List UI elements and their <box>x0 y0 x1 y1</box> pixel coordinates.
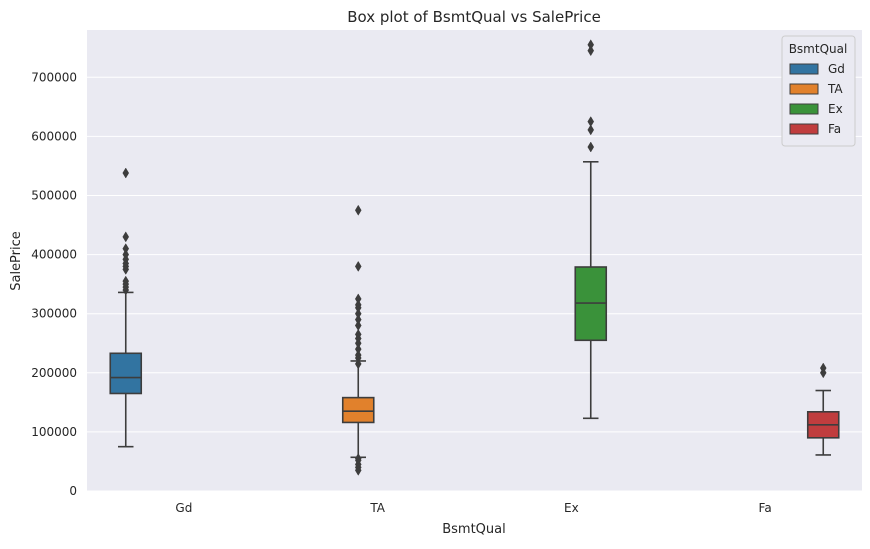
legend: BsmtQual Gd TA Ex Fa <box>781 35 856 147</box>
legend-swatch-fa <box>789 123 819 135</box>
outlier-point <box>819 362 827 374</box>
y-tick-label: 400000 <box>31 248 77 262</box>
legend-swatch-gd <box>789 63 819 75</box>
legend-label-ta: TA <box>827 82 843 96</box>
box-iqr <box>109 352 143 395</box>
outlier-point <box>587 45 595 57</box>
outlier-point <box>122 249 130 261</box>
legend-swatch-ex <box>789 103 819 115</box>
y-axis-ticks: 0 100000 200000 300000 400000 500000 600000 700… <box>31 70 77 498</box>
box-group-ta <box>341 204 375 476</box>
y-tick-label: 0 <box>69 484 77 498</box>
outlier-point <box>587 141 595 153</box>
box-group-fa <box>806 362 840 456</box>
outlier-point <box>122 231 130 243</box>
legend-items: Gd TA Ex Fa <box>789 62 845 136</box>
outlier-point <box>354 320 362 331</box>
y-tick-label: 300000 <box>31 307 77 321</box>
outlier-point <box>122 167 130 179</box>
box-group-gd <box>109 167 143 448</box>
outlier-point <box>587 39 595 51</box>
gridlines <box>87 76 862 492</box>
x-axis-ticks: Gd TA Ex Fa <box>175 501 771 515</box>
box-group-ex <box>574 39 608 420</box>
y-tick-label: 500000 <box>31 188 77 202</box>
y-axis-label: SalePrice <box>9 231 24 291</box>
y-tick-label: 200000 <box>31 366 77 380</box>
outlier-point <box>354 308 362 320</box>
y-tick-label: 100000 <box>31 425 77 439</box>
outlier-point <box>354 358 362 370</box>
x-tick-label: Fa <box>759 501 772 515</box>
legend-title: BsmtQual <box>789 42 848 56</box>
box-groups <box>109 39 840 476</box>
legend-label-fa: Fa <box>828 122 841 136</box>
outlier-point <box>354 299 362 311</box>
outlier-point <box>354 343 362 355</box>
outlier-point <box>587 124 595 136</box>
y-tick-label: 700000 <box>31 70 77 84</box>
legend-label-gd: Gd <box>828 62 845 76</box>
y-tick-label: 600000 <box>31 129 77 143</box>
chart-title: Box plot of BsmtQual vs SalePrice <box>347 8 601 26</box>
outlier-point <box>587 116 595 128</box>
outlier-point <box>122 243 130 255</box>
outlier-point <box>354 314 362 326</box>
outlier-point <box>354 260 362 272</box>
outlier-point <box>354 204 362 216</box>
x-tick-label: Gd <box>175 501 192 515</box>
outlier-point <box>354 328 362 340</box>
legend-swatch-ta <box>789 83 819 95</box>
outlier-point <box>122 275 130 287</box>
plot-area-background <box>87 30 862 491</box>
box-iqr <box>341 396 375 424</box>
x-tick-label: TA <box>369 501 385 515</box>
x-axis-label: BsmtQual <box>442 522 506 537</box>
legend-label-ex: Ex <box>828 102 843 116</box>
outlier-point <box>354 349 362 361</box>
outlier-point <box>354 453 362 464</box>
x-tick-label: Ex <box>564 501 579 515</box>
outlier-point <box>354 293 362 305</box>
